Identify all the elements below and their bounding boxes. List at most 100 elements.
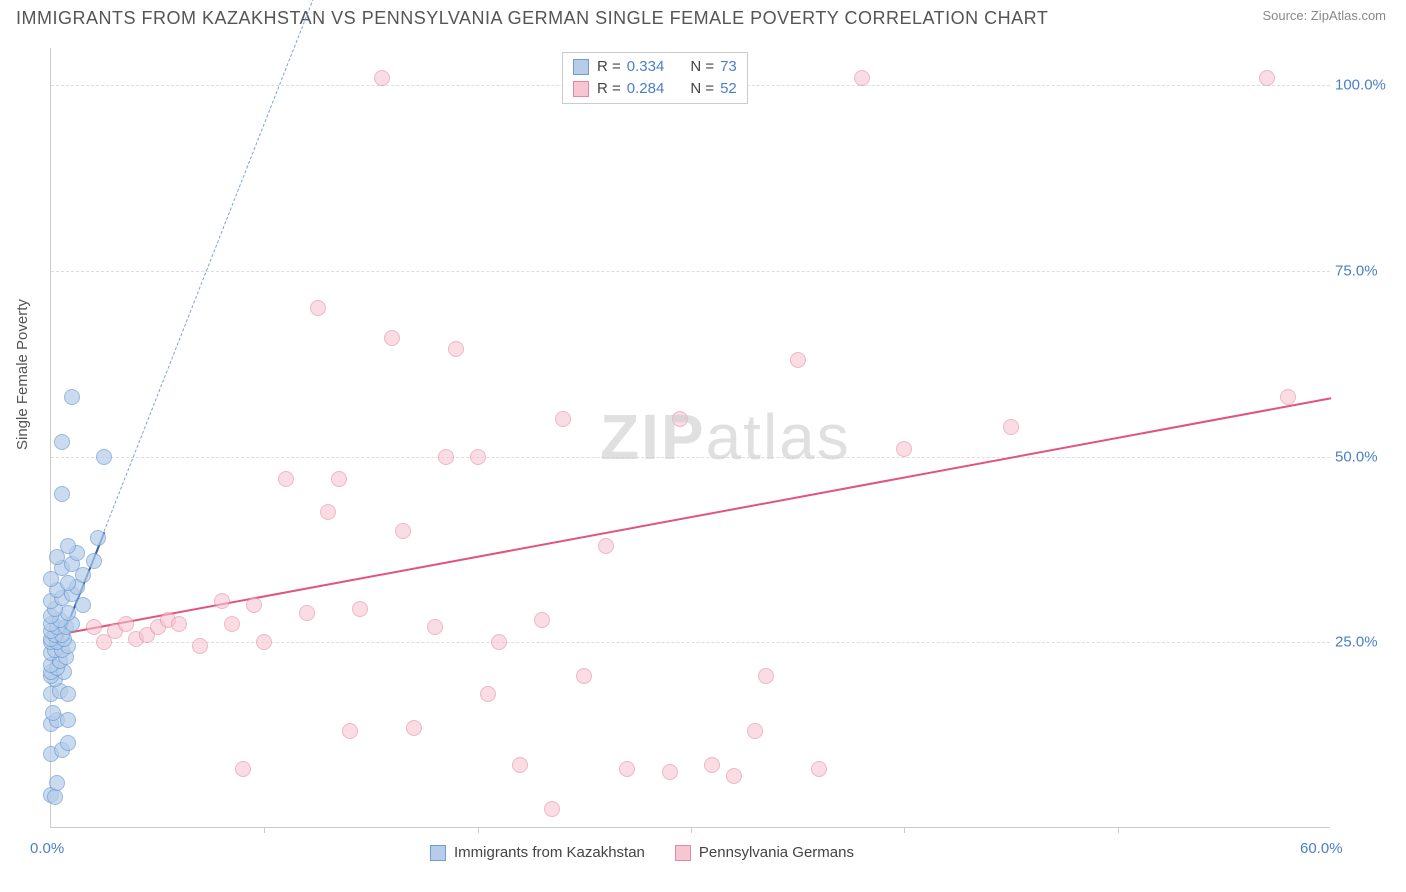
source-attribution: Source: ZipAtlas.com	[1262, 8, 1386, 23]
data-point	[60, 575, 76, 591]
data-point	[672, 411, 688, 427]
data-point	[470, 449, 486, 465]
data-point	[555, 411, 571, 427]
x-tick-mark	[478, 827, 479, 833]
data-point	[64, 389, 80, 405]
chart-title: IMMIGRANTS FROM KAZAKHSTAN VS PENNSYLVAN…	[16, 8, 1048, 29]
data-point	[352, 601, 368, 617]
data-point	[1280, 389, 1296, 405]
legend-item: Immigrants from Kazakhstan	[430, 844, 645, 861]
data-point	[60, 538, 76, 554]
data-point	[811, 761, 827, 777]
data-point	[224, 616, 240, 632]
data-point	[747, 723, 763, 739]
data-point	[235, 761, 251, 777]
data-point	[598, 538, 614, 554]
r-label: R =	[597, 56, 621, 78]
data-point	[90, 530, 106, 546]
data-point	[406, 720, 422, 736]
y-tick-label: 50.0%	[1335, 448, 1390, 465]
gridline	[51, 457, 1330, 458]
legend-swatch	[675, 845, 691, 861]
r-value: 0.284	[627, 78, 665, 100]
data-point	[512, 757, 528, 773]
correlation-stats-legend: R = 0.334 N = 73 R = 0.284 N = 52	[562, 52, 748, 104]
gridline	[51, 642, 1330, 643]
legend-swatch	[573, 59, 589, 75]
data-point	[278, 471, 294, 487]
data-point	[576, 668, 592, 684]
y-tick-label: 100.0%	[1335, 77, 1390, 94]
y-tick-label: 25.0%	[1335, 634, 1390, 651]
data-point	[374, 70, 390, 86]
data-point	[96, 449, 112, 465]
data-point	[246, 597, 262, 613]
data-point	[60, 712, 76, 728]
data-point	[1003, 419, 1019, 435]
series-legend: Immigrants from Kazakhstan Pennsylvania G…	[430, 844, 854, 861]
trend-line	[51, 397, 1331, 637]
data-point	[49, 775, 65, 791]
data-point	[896, 441, 912, 457]
data-point	[726, 768, 742, 784]
x-tick-mark	[904, 827, 905, 833]
n-label: N =	[690, 78, 714, 100]
gridline	[51, 271, 1330, 272]
y-axis-label: Single Female Poverty	[14, 299, 31, 450]
data-point	[662, 764, 678, 780]
data-point	[619, 761, 635, 777]
r-label: R =	[597, 78, 621, 100]
n-value: 73	[720, 56, 737, 78]
n-label: N =	[690, 56, 714, 78]
data-point	[704, 757, 720, 773]
data-point	[60, 686, 76, 702]
x-tick-mark	[1118, 827, 1119, 833]
trend-line	[104, 0, 382, 532]
legend-label: Immigrants from Kazakhstan	[454, 844, 645, 861]
legend-stats-row: R = 0.334 N = 73	[573, 56, 737, 78]
scatter-plot-area: 25.0%50.0%75.0%100.0%	[50, 48, 1330, 828]
x-tick-mark	[691, 827, 692, 833]
data-point	[171, 616, 187, 632]
data-point	[395, 523, 411, 539]
data-point	[310, 300, 326, 316]
data-point	[192, 638, 208, 654]
x-tick-label: 0.0%	[30, 840, 64, 857]
data-point	[448, 341, 464, 357]
y-tick-label: 75.0%	[1335, 262, 1390, 279]
data-point	[86, 553, 102, 569]
data-point	[384, 330, 400, 346]
r-value: 0.334	[627, 56, 665, 78]
data-point	[544, 801, 560, 817]
legend-swatch	[430, 845, 446, 861]
data-point	[854, 70, 870, 86]
data-point	[534, 612, 550, 628]
data-point	[45, 705, 61, 721]
data-point	[427, 619, 443, 635]
x-tick-mark	[264, 827, 265, 833]
data-point	[790, 352, 806, 368]
x-tick-label: 60.0%	[1300, 840, 1343, 857]
data-point	[320, 504, 336, 520]
legend-swatch	[573, 81, 589, 97]
legend-item: Pennsylvania Germans	[675, 844, 854, 861]
data-point	[1259, 70, 1275, 86]
data-point	[299, 605, 315, 621]
data-point	[491, 634, 507, 650]
data-point	[331, 471, 347, 487]
data-point	[118, 616, 134, 632]
data-point	[86, 619, 102, 635]
n-value: 52	[720, 78, 737, 100]
data-point	[54, 434, 70, 450]
data-point	[256, 634, 272, 650]
legend-label: Pennsylvania Germans	[699, 844, 854, 861]
data-point	[54, 486, 70, 502]
data-point	[480, 686, 496, 702]
legend-stats-row: R = 0.284 N = 52	[573, 78, 737, 100]
chart-header: IMMIGRANTS FROM KAZAKHSTAN VS PENNSYLVAN…	[0, 0, 1406, 33]
data-point	[342, 723, 358, 739]
data-point	[438, 449, 454, 465]
data-point	[758, 668, 774, 684]
data-point	[60, 735, 76, 751]
data-point	[214, 593, 230, 609]
